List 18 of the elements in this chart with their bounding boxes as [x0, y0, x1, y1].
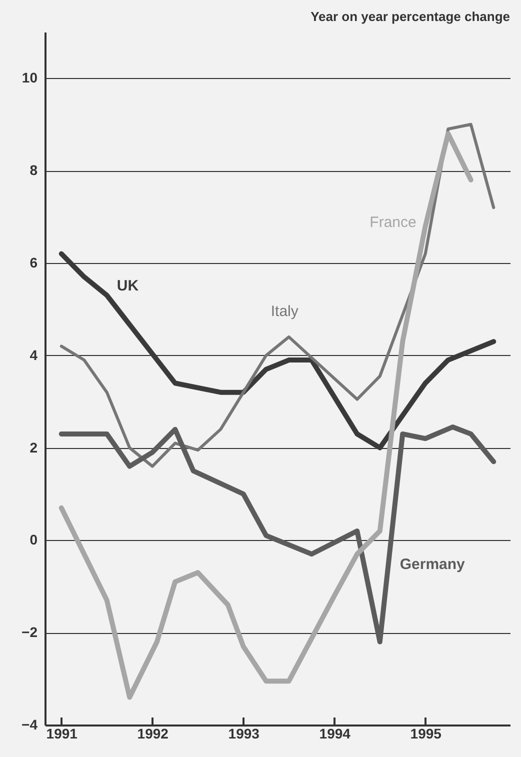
x-tick-label: 1994 [319, 726, 351, 742]
y-tick-label: 8 [30, 162, 38, 178]
y-tick-label: 2 [30, 439, 38, 456]
x-tick-label: 1993 [228, 726, 260, 742]
series-label: France [370, 214, 416, 232]
y-tick-label: −4 [22, 716, 38, 732]
chart-title: Year on year percentage change [310, 9, 510, 24]
y-tick-label: 4 [30, 346, 38, 363]
x-tick-label: 1995 [410, 726, 442, 742]
y-tick-label: 0 [30, 532, 38, 548]
series-label: UK [116, 277, 139, 294]
y-tick-label: 6 [30, 254, 38, 270]
y-tick-label: 10 [22, 70, 38, 86]
series-label: Germany [400, 556, 466, 573]
x-tick-label: 1991 [46, 726, 78, 742]
x-tick-label: 1992 [137, 726, 169, 742]
series-label: Italy [270, 302, 299, 320]
y-tick-label: −2 [22, 624, 38, 640]
